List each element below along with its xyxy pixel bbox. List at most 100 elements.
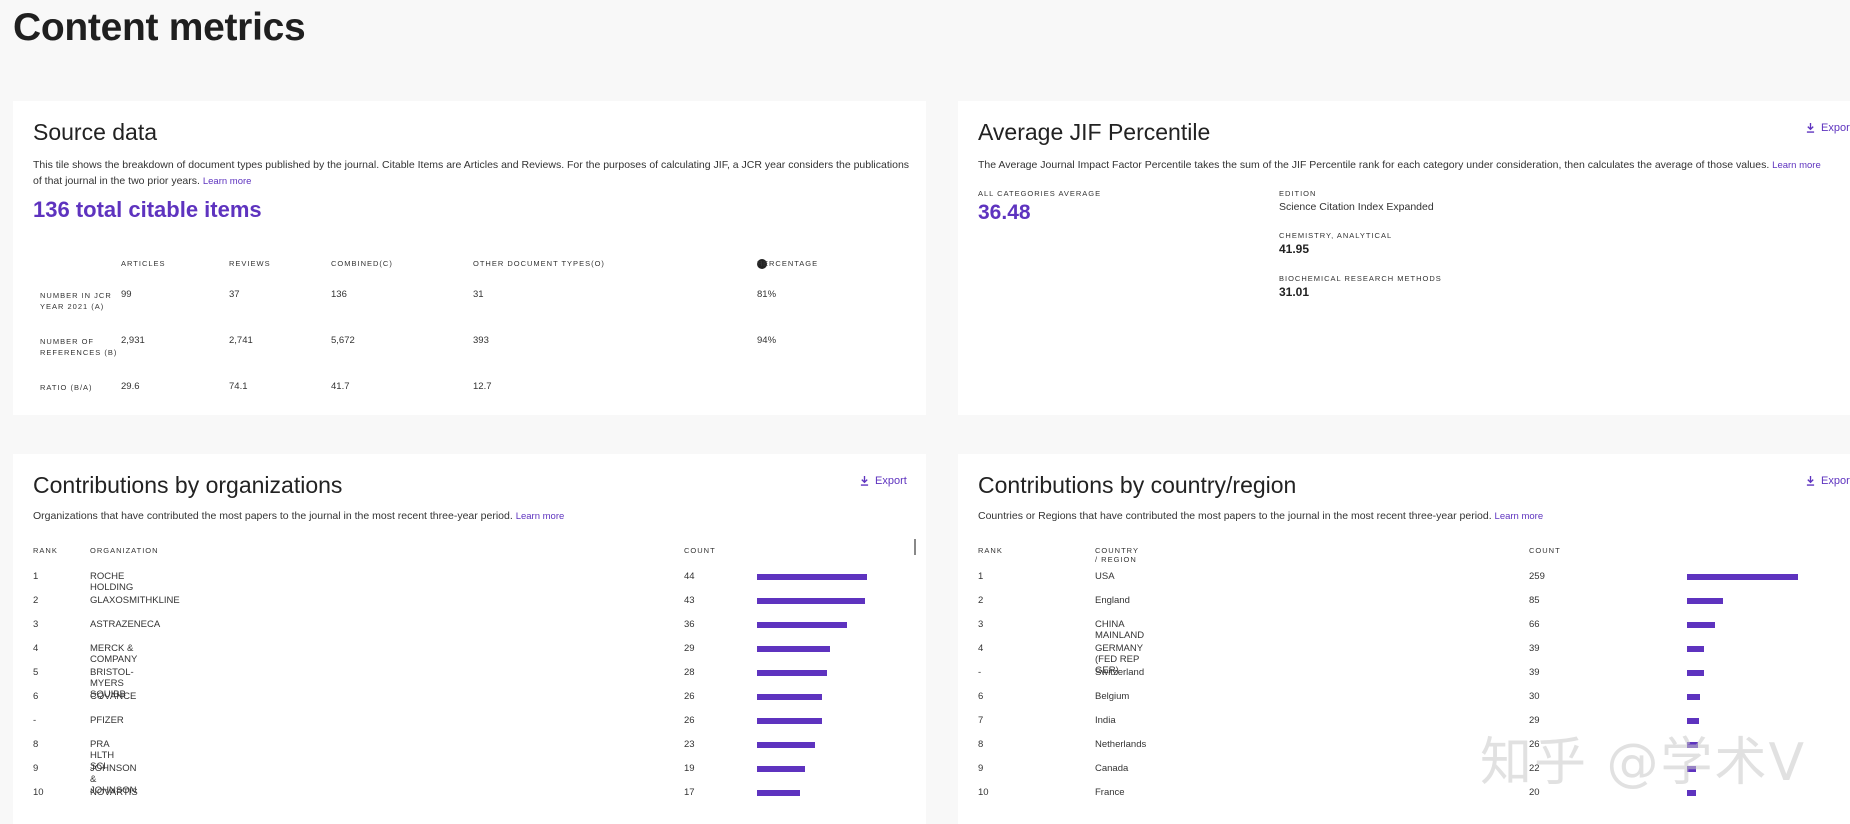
rank-cell: 10 (33, 787, 44, 798)
column-header-articles: ARTICLES (121, 259, 166, 268)
download-icon (1806, 476, 1815, 486)
cell-percentage: 94% (757, 335, 777, 346)
count-bar (1687, 598, 1723, 604)
column-header-count: COUNT (684, 546, 716, 555)
count-cell: 43 (684, 595, 695, 606)
count-cell: 36 (684, 619, 695, 630)
category-value: 31.01 (1279, 285, 1310, 299)
name-cell: France (1095, 787, 1125, 798)
category-name: CHEMISTRY, ANALYTICAL (1279, 231, 1393, 240)
count-bar (1687, 766, 1696, 772)
source-data-learn-more-link[interactable]: Learn more (202, 176, 252, 187)
countries-export-label: Export (1821, 475, 1850, 487)
count-cell: 66 (1529, 619, 1540, 630)
count-bar (757, 574, 867, 580)
scrollbar[interactable] (914, 539, 916, 555)
count-cell: 44 (684, 571, 695, 582)
name-cell: PFIZER (90, 715, 124, 726)
organizations-export-button[interactable]: Export (860, 475, 907, 487)
edition-value: Science Citation Index Expanded (1279, 201, 1434, 213)
count-bar (757, 670, 827, 676)
all-categories-average-value: 36.48 (978, 201, 1031, 224)
count-cell: 19 (684, 763, 695, 774)
rank-cell: 10 (978, 787, 989, 798)
count-bar (757, 622, 847, 628)
column-header-organization: ORGANIZATION (90, 546, 159, 555)
source-data-description-text: This tile shows the breakdown of documen… (33, 159, 910, 187)
cell-other: 12.7 (473, 381, 492, 392)
cell-combined: 41.7 (331, 381, 350, 392)
edition-block: EDITION Science Citation Index Expanded (1279, 189, 1442, 213)
jif-percentile-card: Average JIF Percentile Export The Averag… (958, 101, 1850, 415)
jif-categories-block: EDITION Science Citation Index Expanded … (1279, 189, 1442, 317)
count-cell: 39 (1529, 643, 1540, 654)
cell-reviews: 74.1 (229, 381, 248, 392)
name-cell: BRISTOL-MYERS SQUIBB (90, 667, 134, 700)
rank-cell: 8 (33, 739, 39, 750)
category-block: CHEMISTRY, ANALYTICAL 41.95 (1279, 231, 1442, 256)
table-row: NUMBER OF REFERENCES (B) 2,931 2,741 5,6… (33, 335, 913, 381)
rank-cell: 4 (978, 643, 984, 654)
rank-cell: 5 (33, 667, 39, 678)
column-header-combined: COMBINED(C) (331, 259, 393, 268)
organizations-learn-more-link[interactable]: Learn more (515, 511, 565, 522)
rank-cell: 6 (33, 691, 39, 702)
organizations-card: Contributions by organizations Export Or… (13, 454, 926, 824)
info-icon[interactable]: i (757, 259, 767, 269)
count-cell: 28 (684, 667, 695, 678)
name-cell: GLAXOSMITHKLINE (90, 595, 180, 606)
organizations-description-text: Organizations that have contributed the … (33, 510, 513, 522)
rank-cell: 3 (978, 619, 984, 630)
name-cell: MERCK & COMPANY (90, 643, 138, 665)
countries-export-button[interactable]: Export (1806, 475, 1850, 487)
category-block: BIOCHEMICAL RESEARCH METHODS 31.01 (1279, 274, 1442, 299)
cell-other: 31 (473, 289, 484, 300)
countries-description: Countries or Regions that have contribut… (978, 508, 1838, 525)
name-cell: ASTRAZENECA (90, 619, 161, 630)
page-title: Content metrics (13, 6, 306, 49)
count-cell: 26 (684, 715, 695, 726)
cell-reviews: 2,741 (229, 335, 253, 346)
count-bar (757, 766, 805, 772)
count-cell: 39 (1529, 667, 1540, 678)
jif-description: The Average Journal Impact Factor Percen… (978, 157, 1838, 174)
rank-cell: 1 (33, 571, 39, 582)
edition-label: EDITION (1279, 189, 1317, 198)
count-cell: 23 (684, 739, 695, 750)
column-header-country: COUNTRY / REGION (1095, 546, 1139, 564)
name-cell: USA (1095, 571, 1115, 582)
name-cell: GERMANY (FED REP GER) (1095, 643, 1143, 676)
countries-card: Contributions by country/region Export C… (958, 454, 1850, 824)
cell-combined-link[interactable]: 136 (331, 289, 347, 300)
count-bar (757, 646, 830, 652)
count-bar (1687, 718, 1699, 724)
column-header-percentage-label: PERCENTAGE (757, 259, 819, 268)
count-cell: 29 (684, 643, 695, 654)
count-bar (757, 694, 822, 700)
source-data-table: ARTICLES REVIEWS COMBINED(C) OTHER DOCUM… (33, 259, 913, 401)
count-cell: 26 (684, 691, 695, 702)
jif-export-button[interactable]: Export (1806, 122, 1850, 134)
organizations-description: Organizations that have contributed the … (33, 508, 913, 525)
source-data-card: Source data This tile shows the breakdow… (13, 101, 926, 415)
cell-reviews: 37 (229, 289, 240, 300)
rank-cell: 6 (978, 691, 984, 702)
jif-learn-more-link[interactable]: Learn more (1772, 160, 1821, 171)
rank-cell: 7 (978, 715, 984, 726)
name-cell: Switzerland (1095, 667, 1145, 678)
countries-learn-more-link[interactable]: Learn more (1494, 511, 1544, 522)
organizations-export-label: Export (875, 475, 907, 487)
count-cell: 22 (1529, 763, 1540, 774)
name-cell: NOVARTIS (90, 787, 138, 798)
cell-other: 393 (473, 335, 489, 346)
download-icon (860, 476, 869, 486)
count-bar (1687, 670, 1704, 676)
download-icon (1806, 123, 1815, 133)
count-bar (1687, 694, 1700, 700)
category-name: BIOCHEMICAL RESEARCH METHODS (1279, 274, 1442, 283)
rank-cell: - (978, 667, 982, 678)
name-cell: Netherlands (1095, 739, 1147, 750)
count-cell: 26 (1529, 739, 1540, 750)
count-cell: 85 (1529, 595, 1540, 606)
rank-cell: 2 (978, 595, 984, 606)
